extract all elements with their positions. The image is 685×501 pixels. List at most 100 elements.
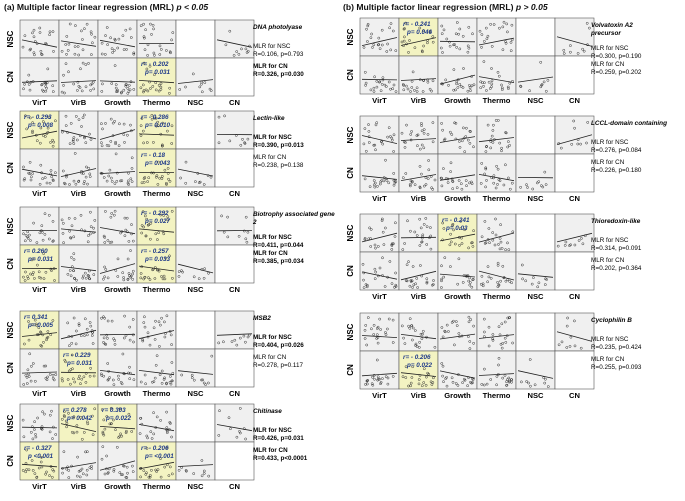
regression-line [361,135,398,144]
scatter-point [93,219,97,222]
scatter-point [120,434,124,438]
cell-frame [515,115,556,155]
panel-a-title: (a) Multiple factor linear regression (M… [4,2,209,12]
scatter-point [33,53,36,57]
scatter-point [480,274,484,278]
scatter-point [472,324,475,328]
scatter-point [163,335,167,339]
column-label: NSC [527,391,544,400]
scatter-point [70,224,74,228]
scatter-point [244,237,248,241]
scatter-point [381,230,385,234]
scatter-point [418,340,421,344]
scatter-point [485,89,488,92]
scatter-point [400,40,404,44]
correlation-r: r= - 0.18 [141,152,165,159]
regression-line [138,424,175,432]
scatter-point [388,260,392,263]
scatter-point [468,283,472,287]
scatter-point [445,376,448,379]
scatter-point [41,177,44,181]
scatter-point [404,279,408,282]
scatter-point [30,459,34,462]
scatter-point [29,379,33,383]
column-label: VirT [372,292,387,301]
scatter-point [54,171,57,175]
scatter-point [47,237,51,241]
scatter-point [65,35,69,38]
nsc-model-title: MLR for NSC [591,45,629,52]
scatter-point [92,374,96,378]
scatter-point [421,332,424,336]
scatter-cell [359,251,400,291]
scatter-point [378,266,382,270]
scatter-point [203,81,207,84]
scatter-point [144,88,148,92]
scatter-point [479,86,483,90]
scatter-point [105,143,109,147]
scatter-cell [359,213,400,253]
scatter-point [43,135,47,138]
scatter-point [449,161,453,165]
regression-line [478,232,515,243]
regression-line [478,174,515,182]
scatter-point [374,148,377,152]
scatter-point [383,285,387,288]
cell-frame [97,403,138,443]
column-label: Thermo [143,98,171,107]
scatter-point [125,216,129,220]
cell-frame [214,441,255,481]
scatter-point [392,183,396,187]
scatter-point [48,181,52,185]
scatter-point [157,320,161,324]
column-label: Thermo [143,482,171,491]
scatter-point [246,230,250,234]
scatter-point [73,152,77,155]
scatter-point [27,338,31,342]
scatter-point [106,43,109,46]
cell-frame [437,312,478,352]
scatter-point [68,344,71,348]
regression-line [60,129,97,140]
cell-frame [476,115,517,155]
scatter-point [202,472,206,475]
cell-frame [398,251,439,291]
regression-line [478,334,515,339]
scatter-point [411,265,415,268]
scatter-point [34,435,38,439]
scatter-point [404,365,408,369]
scatter-cell [476,115,517,155]
regression-line [400,37,437,46]
scatter-cell [476,312,517,352]
scatter-point [110,319,114,323]
cell-frame [554,55,595,95]
scatter-point [202,381,206,385]
cell-frame [175,441,216,481]
scatter-point [92,226,95,230]
scatter-point [511,341,514,345]
scatter-point [113,64,117,67]
scatter-point [545,278,548,281]
scatter-point [363,238,367,241]
scatter-point [421,329,425,333]
scatter-point [110,180,114,183]
cell-frame [97,57,138,97]
scatter-point [380,219,384,222]
scatter-point [128,377,132,381]
scatter-point [457,257,461,261]
cn-model-title: MLR for CN [253,63,288,70]
scatter-point [69,368,73,372]
scatter-point [488,241,491,245]
scatter-point [80,377,84,381]
scatter-point [454,320,458,323]
scatter-point [87,62,90,65]
scatter-cell [214,110,255,150]
scatter-point [504,41,508,45]
scatter-point [77,324,81,327]
regression-line [99,333,136,336]
cell-frame [437,55,478,95]
scatter-point [150,468,153,472]
